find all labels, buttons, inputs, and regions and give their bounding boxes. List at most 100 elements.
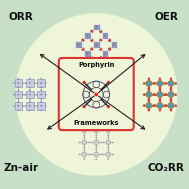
Circle shape bbox=[77, 44, 79, 46]
Circle shape bbox=[95, 125, 97, 127]
Circle shape bbox=[22, 82, 24, 84]
Circle shape bbox=[29, 93, 31, 96]
Circle shape bbox=[94, 140, 99, 145]
Text: CO₂RR: CO₂RR bbox=[148, 163, 185, 173]
Circle shape bbox=[170, 87, 172, 89]
Circle shape bbox=[148, 77, 150, 80]
Circle shape bbox=[170, 77, 172, 80]
Circle shape bbox=[163, 104, 166, 107]
Circle shape bbox=[13, 94, 15, 95]
Circle shape bbox=[83, 149, 85, 151]
Circle shape bbox=[91, 142, 92, 143]
Circle shape bbox=[95, 134, 97, 136]
Circle shape bbox=[33, 82, 35, 84]
Circle shape bbox=[168, 103, 174, 108]
Circle shape bbox=[25, 94, 26, 95]
Circle shape bbox=[22, 105, 24, 107]
Circle shape bbox=[94, 152, 99, 157]
Circle shape bbox=[154, 104, 156, 107]
Circle shape bbox=[165, 93, 168, 96]
Circle shape bbox=[17, 98, 19, 100]
Circle shape bbox=[99, 47, 102, 51]
Circle shape bbox=[143, 104, 146, 107]
Circle shape bbox=[152, 104, 155, 107]
Circle shape bbox=[95, 137, 97, 139]
Circle shape bbox=[29, 82, 31, 84]
Circle shape bbox=[82, 105, 86, 108]
FancyBboxPatch shape bbox=[59, 58, 134, 130]
Circle shape bbox=[79, 153, 80, 155]
Circle shape bbox=[33, 94, 35, 95]
Circle shape bbox=[90, 47, 94, 51]
Circle shape bbox=[163, 82, 166, 85]
Circle shape bbox=[79, 129, 80, 131]
Circle shape bbox=[25, 105, 26, 107]
Circle shape bbox=[106, 140, 111, 145]
Circle shape bbox=[40, 101, 42, 102]
Circle shape bbox=[146, 103, 152, 108]
Circle shape bbox=[107, 158, 109, 160]
Circle shape bbox=[146, 81, 152, 86]
Circle shape bbox=[36, 94, 38, 95]
Circle shape bbox=[95, 26, 97, 28]
Circle shape bbox=[17, 101, 19, 102]
Circle shape bbox=[157, 91, 163, 98]
Circle shape bbox=[146, 91, 152, 98]
Circle shape bbox=[148, 98, 150, 100]
Circle shape bbox=[40, 93, 42, 96]
Circle shape bbox=[154, 93, 156, 96]
Circle shape bbox=[17, 89, 19, 91]
FancyBboxPatch shape bbox=[93, 41, 100, 48]
Circle shape bbox=[45, 82, 46, 84]
Circle shape bbox=[83, 125, 85, 127]
Circle shape bbox=[29, 78, 31, 80]
Circle shape bbox=[79, 142, 80, 143]
Circle shape bbox=[108, 47, 111, 51]
Circle shape bbox=[86, 53, 88, 54]
Circle shape bbox=[36, 82, 38, 84]
Text: Frameworks: Frameworks bbox=[74, 120, 119, 126]
Circle shape bbox=[36, 105, 38, 107]
Circle shape bbox=[90, 56, 94, 60]
Circle shape bbox=[91, 153, 92, 155]
Circle shape bbox=[17, 87, 19, 88]
Circle shape bbox=[99, 39, 102, 42]
FancyBboxPatch shape bbox=[26, 102, 34, 110]
Circle shape bbox=[104, 53, 106, 54]
Circle shape bbox=[170, 100, 172, 102]
Circle shape bbox=[170, 98, 172, 100]
Circle shape bbox=[159, 89, 161, 91]
Circle shape bbox=[29, 89, 31, 91]
Circle shape bbox=[112, 142, 114, 143]
Circle shape bbox=[90, 30, 94, 33]
Circle shape bbox=[154, 82, 156, 85]
FancyBboxPatch shape bbox=[15, 79, 22, 87]
Circle shape bbox=[95, 61, 97, 63]
Circle shape bbox=[29, 98, 31, 100]
Circle shape bbox=[88, 153, 90, 155]
Circle shape bbox=[112, 153, 114, 155]
Circle shape bbox=[88, 142, 90, 143]
Circle shape bbox=[100, 153, 102, 155]
Circle shape bbox=[174, 82, 177, 85]
FancyBboxPatch shape bbox=[84, 50, 91, 57]
Circle shape bbox=[82, 152, 87, 157]
Circle shape bbox=[165, 104, 168, 107]
Circle shape bbox=[29, 101, 31, 102]
FancyBboxPatch shape bbox=[37, 79, 45, 87]
FancyBboxPatch shape bbox=[102, 33, 108, 39]
Circle shape bbox=[95, 158, 97, 160]
Circle shape bbox=[107, 137, 109, 139]
Circle shape bbox=[174, 104, 177, 107]
FancyBboxPatch shape bbox=[111, 41, 117, 48]
Circle shape bbox=[107, 149, 109, 151]
Circle shape bbox=[13, 105, 15, 107]
Circle shape bbox=[40, 82, 42, 84]
Circle shape bbox=[90, 39, 94, 42]
Circle shape bbox=[100, 129, 102, 131]
Circle shape bbox=[163, 93, 166, 96]
Circle shape bbox=[95, 44, 97, 46]
Circle shape bbox=[102, 153, 104, 155]
FancyBboxPatch shape bbox=[26, 79, 34, 87]
Circle shape bbox=[22, 94, 24, 95]
